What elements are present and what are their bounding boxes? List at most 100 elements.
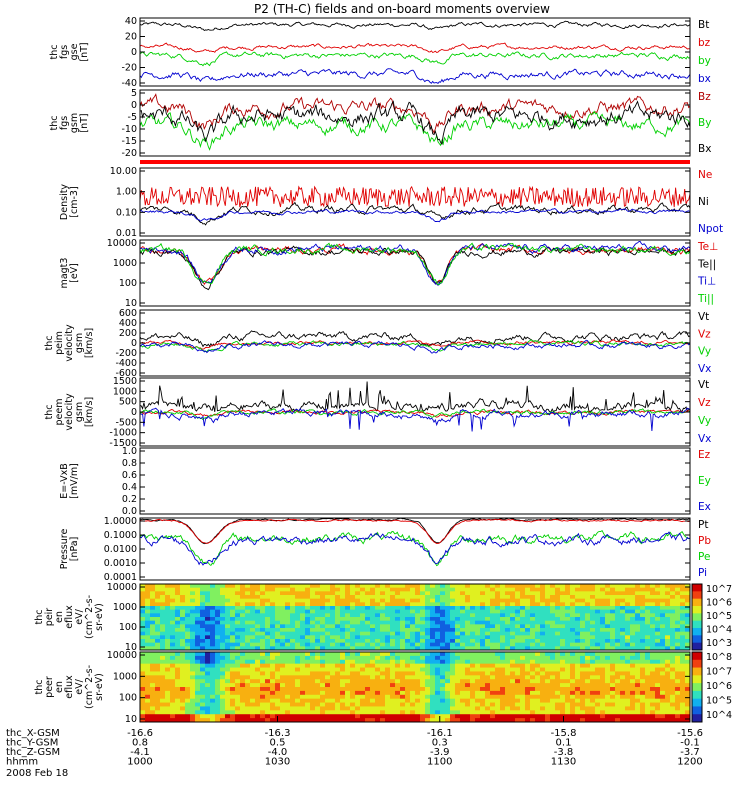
heatmap-cell (180, 606, 186, 611)
heatmap-cell (200, 584, 206, 589)
heatmap-cell (450, 598, 456, 603)
heatmap-cell (505, 694, 511, 700)
heatmap-cell (660, 620, 666, 625)
heatmap-cell (370, 706, 376, 711)
heatmap-cell (605, 646, 611, 650)
heatmap-cell (440, 698, 446, 704)
heatmap-cell (205, 613, 211, 618)
heatmap-cell (565, 694, 571, 700)
heatmap-cell (335, 718, 341, 722)
heatmap-cell (310, 631, 316, 636)
heatmap-cell (275, 710, 281, 715)
heatmap-cell (675, 698, 681, 704)
heatmap-cell (200, 639, 206, 644)
heatmap-cell (580, 628, 586, 633)
heatmap-cell (620, 602, 626, 607)
heatmap-cell (310, 655, 316, 661)
heatmap-cell (305, 639, 311, 644)
heatmap-cell (225, 714, 231, 719)
heatmap-cell (585, 639, 591, 644)
heatmap-cell (185, 690, 191, 696)
heatmap-cell (180, 652, 186, 657)
heatmap-cell (410, 659, 416, 665)
heatmap-cell (205, 714, 211, 719)
heatmap-cell (350, 690, 356, 696)
heatmap-cell (655, 591, 661, 596)
heatmap-cell (620, 646, 626, 650)
heatmap-cell (280, 642, 286, 647)
heatmap-cell (640, 675, 646, 680)
heatmap-cell (520, 698, 526, 704)
heatmap-cell (450, 687, 456, 692)
heatmap-cell (650, 671, 656, 676)
plot-area-peim_velocity (140, 330, 690, 354)
heatmap-cell (480, 598, 486, 603)
heatmap-cell (265, 690, 271, 696)
heatmap-cell (175, 659, 181, 665)
heatmap-cell (445, 675, 451, 680)
heatmap-cell (180, 663, 186, 669)
heatmap-cell (545, 659, 551, 665)
heatmap-cell (285, 702, 291, 708)
series-line-bz (140, 42, 690, 54)
heatmap-cell (325, 671, 331, 676)
heatmap-cell (395, 694, 401, 700)
heatmap-cell (180, 667, 186, 673)
heatmap-cell (565, 631, 571, 636)
heatmap-cell (550, 639, 556, 644)
heatmap-cell (315, 655, 321, 661)
heatmap-cell (285, 598, 291, 603)
heatmap-cell (160, 690, 166, 696)
heatmap-cell (270, 639, 276, 644)
heatmap-cell (330, 702, 336, 708)
heatmap-cell (255, 646, 261, 650)
heatmap-cell (230, 639, 236, 644)
heatmap-cell (220, 718, 226, 722)
heatmap-cell (410, 617, 416, 622)
heatmap-cell (475, 595, 481, 600)
heatmap-cell (555, 671, 561, 676)
heatmap-cell (255, 687, 261, 692)
heatmap-cell (405, 663, 411, 669)
heatmap-cell (230, 675, 236, 680)
heatmap-cell (235, 595, 241, 600)
heatmap-cell (485, 683, 491, 688)
heatmap-cell (565, 646, 571, 650)
heatmap-cell (525, 598, 531, 603)
heatmap-cell (230, 598, 236, 603)
heatmap-cell (585, 687, 591, 692)
heatmap-cell (660, 652, 666, 657)
heatmap-cell (660, 683, 666, 688)
heatmap-cell (575, 679, 581, 684)
heatmap-cell (550, 714, 556, 719)
heatmap-cell (290, 620, 296, 625)
heatmap-cell (355, 714, 361, 719)
heatmap-cell (310, 718, 316, 722)
heatmap-cell (495, 667, 501, 673)
heatmap-cell (430, 655, 436, 661)
heatmap-cell (565, 624, 571, 629)
heatmap-cell (580, 617, 586, 622)
heatmap-cell (335, 624, 341, 629)
heatmap-cell (610, 620, 616, 625)
heatmap-cell (555, 587, 561, 592)
colorbar-segment (692, 675, 702, 684)
heatmap-cell (500, 706, 506, 711)
heatmap-cell (685, 646, 690, 650)
heatmap-cell (570, 609, 576, 614)
y-axis-label-line: thc (34, 610, 45, 625)
heatmap-cell (220, 702, 226, 708)
heatmap-cell (195, 617, 201, 622)
heatmap-cell (685, 718, 690, 722)
heatmap-cell (415, 710, 421, 715)
heatmap-cell (590, 620, 596, 625)
heatmap-cell (295, 620, 301, 625)
heatmap-cell (590, 646, 596, 650)
heatmap-cell (145, 652, 151, 657)
heatmap-cell (195, 587, 201, 592)
heatmap-cell (615, 613, 621, 618)
heatmap-cell (215, 710, 221, 715)
heatmap-cell (650, 706, 656, 711)
heatmap-cell (295, 690, 301, 696)
heatmap-cell (500, 613, 506, 618)
